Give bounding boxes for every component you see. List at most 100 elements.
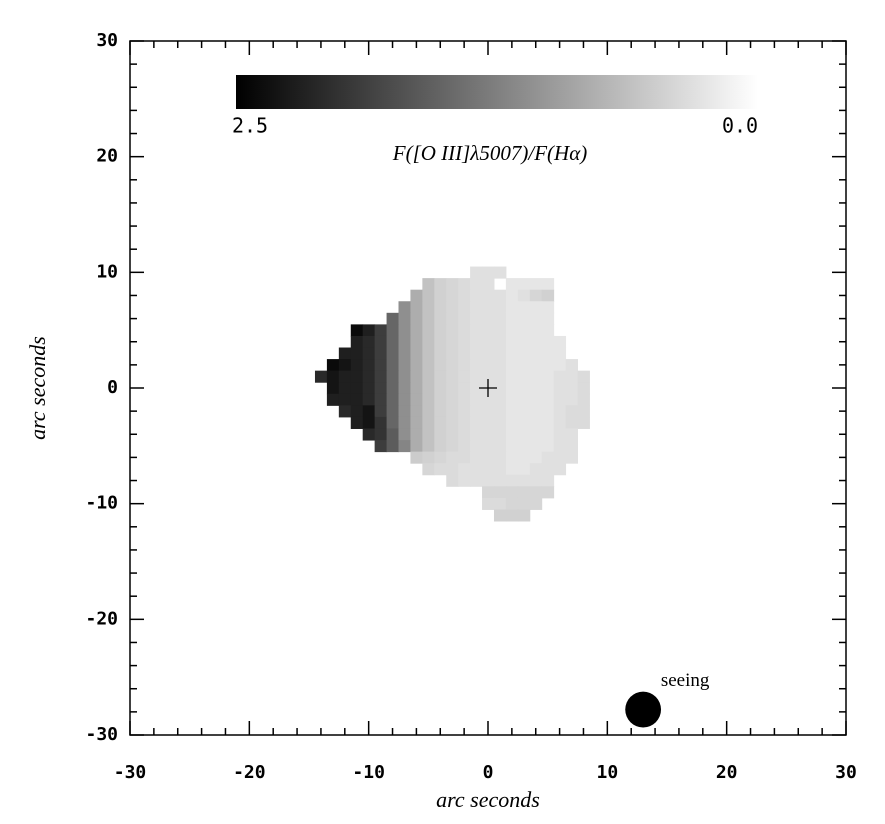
cell bbox=[529, 335, 543, 349]
cell bbox=[458, 278, 471, 291]
cell bbox=[505, 393, 519, 406]
cell bbox=[565, 382, 578, 395]
cell bbox=[362, 393, 376, 406]
cell bbox=[410, 324, 423, 337]
cell bbox=[529, 474, 543, 487]
cell bbox=[350, 359, 364, 372]
cell bbox=[517, 370, 531, 383]
cell bbox=[517, 278, 531, 291]
cell bbox=[577, 416, 590, 429]
cell bbox=[517, 440, 531, 453]
cell bbox=[505, 324, 519, 337]
cell bbox=[386, 359, 399, 372]
cell bbox=[362, 382, 376, 395]
cell bbox=[362, 370, 376, 383]
cell bbox=[517, 428, 531, 441]
cell bbox=[505, 289, 519, 302]
cell bbox=[541, 440, 555, 453]
cell bbox=[553, 451, 567, 464]
cell bbox=[482, 324, 495, 337]
y-tick-label: 0 bbox=[107, 377, 118, 398]
cell bbox=[529, 486, 543, 499]
cell bbox=[565, 405, 578, 418]
cell bbox=[458, 324, 471, 337]
cell bbox=[577, 405, 590, 418]
cell bbox=[565, 416, 578, 429]
cell bbox=[541, 347, 555, 360]
cell bbox=[386, 370, 399, 383]
cell bbox=[553, 382, 567, 395]
cell bbox=[517, 451, 531, 464]
cell bbox=[541, 359, 555, 372]
cell bbox=[350, 370, 364, 383]
cell bbox=[529, 289, 543, 302]
cell bbox=[482, 486, 495, 499]
cell bbox=[410, 428, 423, 441]
seeing-label: seeing bbox=[661, 670, 710, 691]
cell bbox=[446, 382, 459, 395]
cell bbox=[493, 405, 507, 418]
cell bbox=[553, 405, 567, 418]
y-tick-label: -10 bbox=[85, 493, 118, 514]
cell bbox=[470, 301, 483, 314]
cell bbox=[374, 440, 388, 453]
cell bbox=[493, 416, 507, 429]
cell bbox=[338, 405, 352, 418]
cell bbox=[493, 486, 507, 499]
cell bbox=[565, 359, 578, 372]
cell bbox=[422, 278, 435, 291]
cell bbox=[541, 289, 555, 302]
cell bbox=[446, 393, 459, 406]
cell bbox=[482, 359, 495, 372]
cell bbox=[493, 370, 507, 383]
cell bbox=[410, 289, 423, 302]
x-tick-label: -10 bbox=[352, 762, 385, 783]
cell bbox=[434, 359, 447, 372]
cell bbox=[517, 335, 531, 349]
cell bbox=[434, 301, 447, 314]
cell bbox=[446, 416, 459, 429]
cell bbox=[470, 405, 483, 418]
cell bbox=[493, 335, 507, 349]
cell bbox=[350, 347, 364, 360]
cell bbox=[505, 463, 519, 476]
cell bbox=[505, 440, 519, 453]
cell bbox=[458, 405, 471, 418]
cell bbox=[529, 312, 543, 325]
cell bbox=[470, 451, 483, 464]
cell bbox=[434, 428, 447, 441]
cell bbox=[529, 324, 543, 337]
cell bbox=[422, 370, 435, 383]
cell bbox=[446, 301, 459, 314]
cell bbox=[458, 428, 471, 441]
cell bbox=[505, 509, 519, 522]
cell bbox=[350, 405, 364, 418]
cell bbox=[386, 405, 399, 418]
cell bbox=[434, 335, 447, 349]
cell bbox=[374, 405, 388, 418]
cell bbox=[434, 393, 447, 406]
cell bbox=[517, 474, 531, 487]
cell bbox=[541, 312, 555, 325]
cell bbox=[398, 347, 411, 360]
cell bbox=[434, 405, 447, 418]
cell bbox=[446, 405, 459, 418]
cell bbox=[374, 416, 388, 429]
cell bbox=[422, 440, 435, 453]
cell bbox=[493, 347, 507, 360]
cell bbox=[517, 382, 531, 395]
cell bbox=[434, 463, 447, 476]
cell bbox=[517, 359, 531, 372]
cell bbox=[517, 324, 531, 337]
cell bbox=[398, 324, 411, 337]
x-tick-label: 10 bbox=[596, 762, 618, 783]
cell bbox=[482, 393, 495, 406]
cell bbox=[529, 463, 543, 476]
cell bbox=[553, 359, 567, 372]
cell bbox=[529, 382, 543, 395]
cell bbox=[326, 370, 340, 383]
cell bbox=[362, 324, 376, 337]
y-tick-label: 20 bbox=[96, 146, 118, 167]
cell bbox=[458, 393, 471, 406]
cell bbox=[422, 428, 435, 441]
